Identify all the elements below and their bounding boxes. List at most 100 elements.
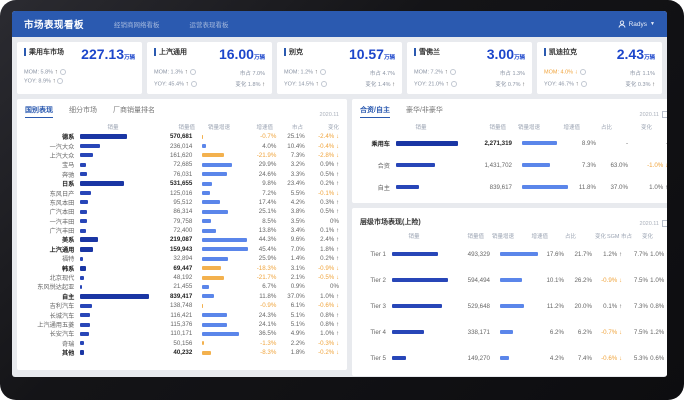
nav-item-operations[interactable]: 运营表现看板: [189, 22, 229, 29]
table-row[interactable]: 长城汽车 116,421 24.3% 5.1% 0.8% ↑: [25, 310, 339, 320]
info-icon[interactable]: [579, 69, 586, 76]
down-arrow-icon: ↓: [335, 303, 339, 310]
row-name: 北京现代: [49, 275, 75, 283]
info-icon[interactable]: [449, 69, 456, 76]
table-row[interactable]: 自主 839,617 11.8% 37.0% 1.0% ↑: [360, 176, 667, 198]
share-value: 3.3%: [290, 170, 305, 178]
row-name: 上汽通用: [49, 246, 75, 254]
table-row[interactable]: 广汽丰田 72,400 13.8% 3.4% 0.1% ↑: [25, 226, 339, 235]
row-name: 一汽丰田: [49, 218, 75, 226]
table-row[interactable]: 奔驰 76,031 24.6% 3.3% 0.5% ↑: [25, 170, 339, 179]
info-icon[interactable]: [320, 80, 327, 87]
table-row[interactable]: 东风日产 125,016 7.2% 5.5% -0.1% ↓: [25, 188, 339, 198]
tab-3[interactable]: 厂商销量排名: [113, 107, 155, 114]
table-row[interactable]: 上汽大众 161,620 -21.9% 7.3% -2.8% ↓: [25, 151, 339, 160]
growth-value: 7.2%: [262, 189, 277, 197]
up-arrow-icon: ↑: [619, 303, 622, 310]
tab-1[interactable]: 国别表现: [25, 105, 53, 118]
kpi-side: 变化 1.4% ↑: [365, 82, 395, 88]
sales-bar: [80, 144, 148, 149]
tab-2[interactable]: 豪华/非豪华: [405, 107, 443, 114]
sales-bar: [80, 350, 148, 356]
sales-bar: [80, 219, 148, 224]
tab-1[interactable]: 合资/自主: [360, 105, 390, 118]
table-row[interactable]: 吉利汽车 138,748 -0.9% 6.1% -0.6% ↓: [25, 301, 339, 310]
info-icon[interactable]: [319, 69, 326, 76]
table-row[interactable]: 东风悦达起亚 21,455 6.7% 0.9% 0%: [25, 282, 339, 291]
growth-value: 7.3%: [581, 161, 596, 169]
growth-bar: [202, 181, 248, 186]
table-row[interactable]: 自主 839,417 11.8% 37.0% 1.0% ↑: [25, 292, 339, 301]
info-icon[interactable]: [580, 80, 587, 87]
row-name: 奔驰: [61, 171, 75, 179]
table-row[interactable]: 福特 32,894 25.9% 1.4% 0.2% ↑: [25, 254, 339, 263]
info-icon[interactable]: [450, 80, 457, 87]
table-row[interactable]: 一汽大众 236,014 4.0% 10.4% -0.4% ↓: [25, 141, 339, 151]
tier-market-panel: 层级市场表现(上险) 2020.11 销量 销量值 销量增速 增速值 占比 变化 SGM 市…: [352, 208, 667, 376]
table-row[interactable]: 合资 1,431,702 7.3% 63.0% -1.0% ↓: [360, 154, 667, 176]
table-row[interactable]: 东风本田 95,512 17.4% 4.2% 0.3% ↑: [25, 198, 339, 207]
info-icon[interactable]: [57, 78, 64, 85]
expand-icon[interactable]: [662, 111, 667, 118]
growth-value: 6.2%: [549, 328, 564, 336]
expand-icon[interactable]: [662, 220, 667, 227]
table-row[interactable]: 长安汽车 110,171 36.5% 4.9% 1.0% ↑: [25, 329, 339, 338]
kpi-metric: MOM: 4.0% ↓: [544, 69, 586, 76]
table-row[interactable]: 上汽通用五菱 115,376 24.1% 5.1% 0.8% ↑: [25, 320, 339, 329]
table-row[interactable]: 奇瑞 50,156 -1.3% 2.2% -0.3% ↓: [25, 339, 339, 348]
table-row[interactable]: 德系 570,681 -0.7% 25.1% -2.4% ↓: [25, 132, 339, 141]
kpi-side: 市占 4.7%: [369, 70, 395, 77]
row-name: 东风本田: [49, 199, 75, 207]
info-icon[interactable]: [59, 68, 66, 75]
right-bottom-date[interactable]: 2020.11: [640, 220, 667, 227]
up-arrow-icon: ↑: [54, 68, 58, 75]
table-row[interactable]: 广汽本田 86,314 25.1% 3.8% 0.5% ↑: [25, 207, 339, 216]
sales-value: 570,681: [169, 133, 193, 141]
up-arrow-icon: ↑: [666, 252, 667, 258]
table-row[interactable]: 一汽丰田 79,758 8.5% 3.5% 0%: [25, 217, 339, 226]
kpi-card: 凯迪拉克 2.43万辆 MOM: 4.0% ↓ 市占 1.1% YOY: 46.7% …: [537, 42, 662, 94]
sgm-share-value: 7.7%: [633, 250, 648, 258]
info-icon[interactable]: [189, 69, 196, 76]
growth-bar: [500, 356, 538, 360]
table-row[interactable]: 北京现代 48,192 -21.7% 2.1% -0.5% ↓: [25, 273, 339, 282]
growth-bar: [202, 322, 248, 327]
growth-bar: [202, 247, 248, 252]
growth-bar: [500, 252, 538, 256]
change-value: 0.1% ↑: [320, 227, 339, 235]
left-panel-date[interactable]: 2020.11: [320, 112, 339, 118]
kpi-value: 227.13万辆: [81, 46, 135, 62]
sales-value: 79,758: [173, 217, 193, 225]
up-arrow-icon: ↑: [184, 69, 188, 76]
nav-item-dealer-network[interactable]: 经销商网络看板: [114, 22, 160, 29]
table-row[interactable]: Tier 5 149,270 4.2% 7.4% -0.6% ↓ 5.3%0.6% ↑: [360, 345, 667, 371]
share-value: 7.4%: [577, 354, 592, 362]
table-row[interactable]: 其他 40,232 -8.3% 1.8% -0.2% ↓: [25, 348, 339, 357]
info-icon[interactable]: [190, 80, 197, 87]
table-row[interactable]: 上汽通用 159,943 45.4% 7.0% 1.8% ↑: [25, 245, 339, 254]
right-top-date[interactable]: 2020.11: [640, 111, 667, 118]
up-arrow-icon: ↑: [444, 69, 448, 76]
right-top-table-header: 销量 销量值 销量增速 增速值 占比 变化: [360, 122, 667, 132]
table-row[interactable]: 美系 219,087 44.3% 9.6% 2.4% ↑: [25, 235, 339, 244]
table-row[interactable]: Tier 1 493,329 17.6% 21.7% 1.2% ↑ 7.7%1.0% ↑: [360, 241, 667, 267]
sales-bar: [80, 331, 148, 336]
table-row[interactable]: Tier 3 529,648 11.2% 20.0% 0.1% ↑ 7.3%0.8% ↑: [360, 293, 667, 319]
growth-bar: [202, 153, 248, 158]
kpi-side: 市占 7.0%: [239, 70, 265, 77]
table-row[interactable]: Tier 2 594,494 10.1% 26.2% -0.9% ↓ 7.5%1.0% ↑: [360, 267, 667, 293]
share-value: 3.1%: [290, 264, 305, 272]
tab-2[interactable]: 细分市场: [69, 107, 97, 114]
table-row[interactable]: 宝马 72,685 29.9% 3.2% 0.9% ↑: [25, 160, 339, 169]
row-name: 美系: [61, 237, 75, 245]
table-row[interactable]: 日系 531,655 9.8% 23.4% 0.2% ↑: [25, 179, 339, 188]
up-arrow-icon: ↑: [335, 199, 339, 206]
table-row[interactable]: Tier 4 338,171 6.2% 6.2% -0.7% ↓ 7.5%1.2% ↑: [360, 319, 667, 345]
down-arrow-icon: ↓: [335, 350, 339, 357]
left-panel-tabs: 国别表现 细分市场 厂商销量排名: [25, 105, 155, 118]
change-value: -0.1% ↓: [318, 189, 339, 197]
user-menu[interactable]: Radys ▼: [618, 20, 655, 28]
sgm-share-value: 7.5%: [633, 328, 648, 336]
table-row[interactable]: 韩系 69,447 -18.3% 3.1% -0.9% ↓: [25, 263, 339, 273]
